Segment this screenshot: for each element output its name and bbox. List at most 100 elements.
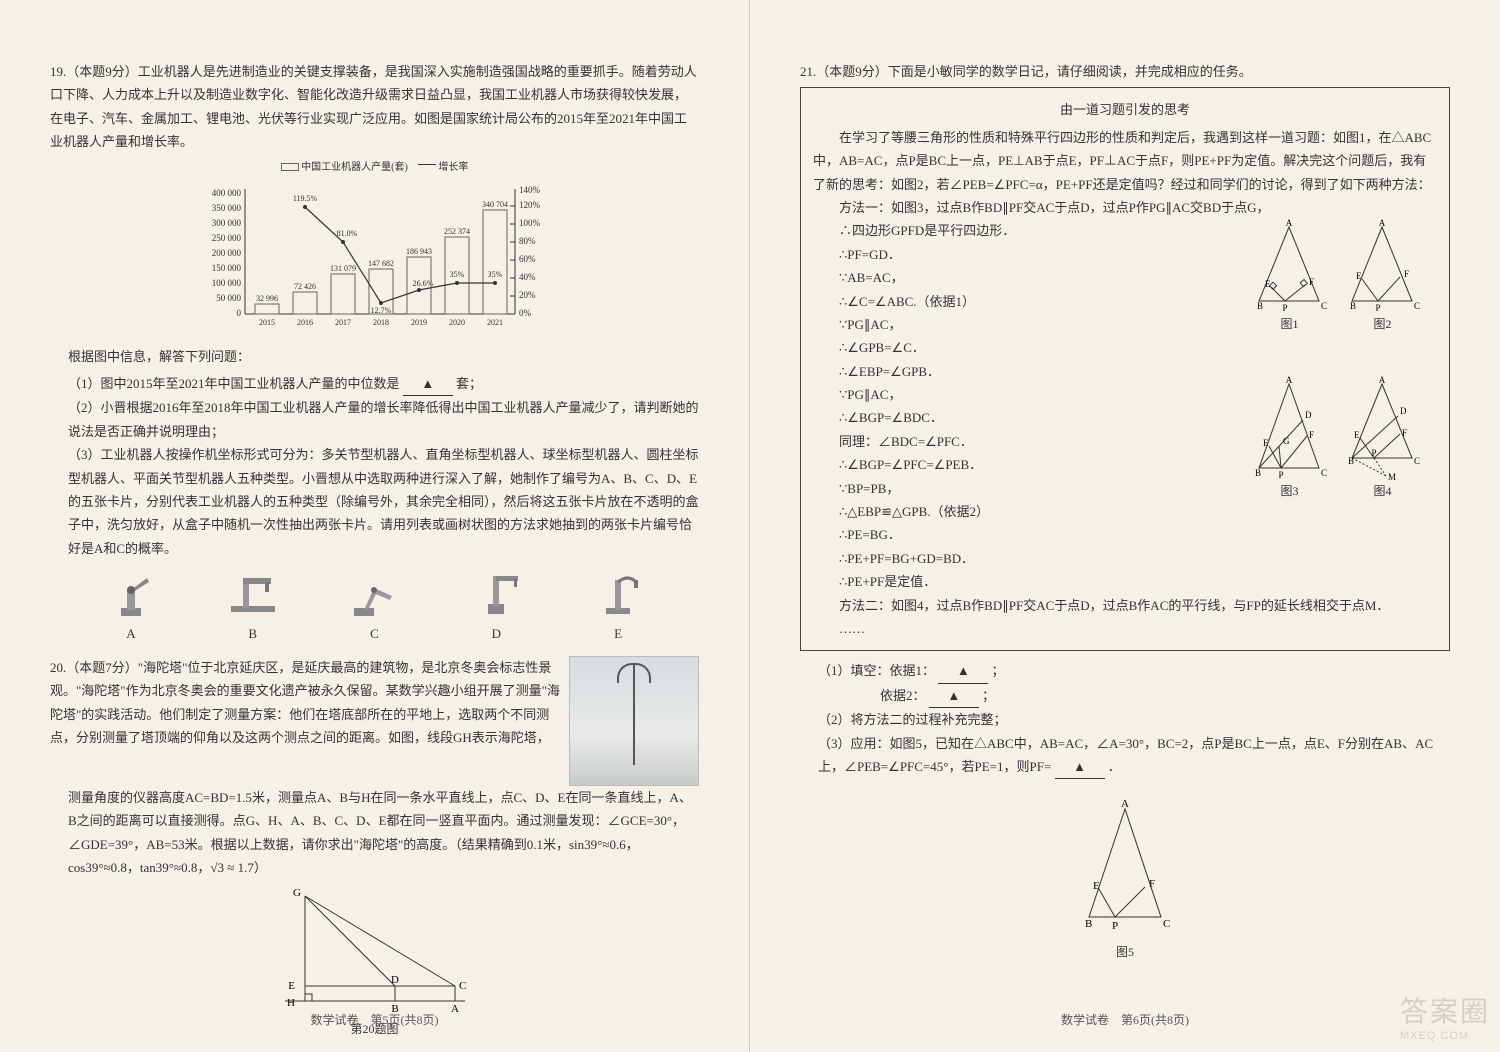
svg-text:2018: 2018 [373,318,389,327]
svg-text:120%: 120% [519,200,541,210]
method1-head: 方法一：如图3，过点B作BD∥PF交AC于点D，过点P作PG∥AC交BD于点G， [813,196,1437,219]
step-1: ∴PF=GD． [813,243,1241,266]
tower-photo [569,656,699,786]
step-0: ∴四边形GPFD是平行四边形． [813,219,1241,242]
q21-num: 21. [800,64,816,79]
svg-text:F: F [1309,430,1314,440]
svg-text:C: C [1321,301,1327,311]
svg-text:252 374: 252 374 [444,227,470,236]
svg-text:2019: 2019 [411,318,427,327]
svg-text:50 000: 50 000 [216,293,241,303]
box-figures: A E F B P C 图1 [1247,219,1437,593]
svg-text:G: G [293,887,301,899]
robot-b: B [192,568,314,648]
fig4-label: 图4 [1340,481,1425,503]
svg-text:340 704: 340 704 [482,200,508,209]
step-5: ∴∠GPB=∠C． [813,336,1241,359]
task3-row: （3）应用：如图5，已知在△ABC中，AB=AC，∠A=30°，BC=2，点P是… [818,732,1450,780]
svg-text:B: B [1255,468,1261,478]
method2: 方法二：如图4，过点B作BD∥PF交AC于点D，过点B作AC的平行线，与FP的延… [813,594,1437,617]
svg-text:B: B [1085,918,1092,930]
svg-text:E: E [1356,271,1362,281]
fig5-label: 图5 [800,943,1450,960]
svg-text:P: P [1278,470,1283,480]
svg-text:B: B [1348,456,1354,466]
svg-text:80%: 80% [519,236,536,246]
q19-sub3: （3）工业机器人按操作机坐标形式可分为：多关节型机器人、直角坐标型机器人、球坐标… [68,443,699,560]
svg-text:A: A [1286,376,1293,385]
task1a-row: （1）填空：依据1： ▲ ； [818,659,1450,683]
step-6: ∴∠EBP=∠GPB． [813,360,1241,383]
robot-d: D [435,568,557,648]
blank-basis2[interactable]: ▲ [929,684,979,708]
task1a-text: （1）填空：依据1： [818,663,935,678]
svg-text:E: E [288,980,295,992]
svg-text:P: P [1375,303,1380,313]
robot-e: E [557,568,679,648]
box-title: 由一道习题引发的思考 [813,98,1437,121]
diary-box: 由一道习题引发的思考 在学习了等腰三角形的性质和特殊平行四边形的性质和判定后，我… [800,87,1450,651]
legend-line-label: 增长率 [438,162,468,173]
svg-text:100%: 100% [519,218,541,228]
svg-text:P: P [1112,920,1118,932]
fig5-box: A E F B P C 图5 [800,799,1450,960]
svg-text:0: 0 [236,308,241,318]
fig3: A D E G F B P C 图3 [1247,376,1332,503]
svg-text:G: G [1283,436,1290,446]
page-5: 19.（本题9分）工业机器人是先进制造业的关键支撑装备，是我国深入实施制造强国战… [0,0,750,1052]
svg-text:P: P [1371,448,1376,458]
svg-text:E: E [1265,279,1271,289]
svg-text:A: A [1121,799,1129,810]
q19-sub2: （2）小晋根据2016年至2018年中国工业机器人产量的增长率降低得出中国工业机… [68,396,699,443]
svg-text:100 000: 100 000 [211,278,241,288]
svg-text:35%: 35% [487,270,502,279]
question-19: 19.（本题9分）工业机器人是先进制造业的关键支撑装备，是我国深入实施制造强国战… [50,60,699,648]
step-8: ∴∠BGP=∠BDC． [813,406,1241,429]
proof-steps: ∴四边形GPFD是平行四边形． ∴PF=GD． ∵AB=AC， ∴∠C=∠ABC… [813,219,1241,593]
svg-text:E: E [1263,438,1269,448]
step-7: ∵PG∥AC， [813,383,1241,406]
robot-d-label: D [435,626,557,642]
semicolon-2: ； [982,688,995,703]
svg-text:A: A [1379,376,1386,385]
svg-text:C: C [1163,918,1170,930]
q20-points: （本题7分） [66,660,138,675]
task1b-row: 依据2： ▲ ； [880,684,1450,708]
robot-row: A B C D E [70,568,679,648]
watermark-url: MXEQ.COM [1400,1030,1490,1042]
chart-svg: 0 50 000 100 000 150 000 200 000 250 000… [195,179,555,339]
svg-text:D: D [1305,410,1312,420]
robot-c: C [314,568,436,648]
svg-text:H: H [287,997,295,1009]
svg-text:E: E [1354,430,1360,440]
svg-text:C: C [459,980,466,992]
page-6: 21.（本题9分）下面是小敏同学的数学日记，请仔细阅读，并完成相应的任务。 由一… [750,0,1500,1052]
legend-bar-label: 中国工业机器人产量(套) [301,162,408,173]
svg-text:F: F [1309,277,1314,287]
q20-header: 20.（本题7分）"海陀塔"位于北京延庆区，是延庆最高的建筑物，是北京冬奥会标志… [50,656,561,750]
watermark-text: 答案圈 [1400,996,1490,1027]
q19-header: 19.（本题9分）工业机器人是先进制造业的关键支撑装备，是我国深入实施制造强国战… [50,60,699,154]
q19-sub1: （1）图中2015年至2021年中国工业机器人产量的中位数是 ▲ 套； [68,372,699,396]
q20-num: 20. [50,660,66,675]
svg-text:E: E [1093,880,1100,892]
blank-basis1[interactable]: ▲ [938,659,988,683]
watermark: 答案圈 MXEQ.COM [1400,990,1490,1042]
q19-num: 19. [50,64,66,79]
svg-text:P: P [1282,303,1287,313]
ellipsis: …… [813,617,1437,640]
q19-intro: 工业机器人是先进制造业的关键支撑装备，是我国深入实施制造强国战略的重要抓手。随着… [50,64,697,149]
fig3-label: 图3 [1247,481,1332,503]
step-12: ∴△EBP≌△GPB.（依据2） [813,500,1241,523]
fig4: A D E F B P C M 图4 [1340,376,1425,503]
semicolon-1: ； [992,663,1005,678]
q19-prompt: 根据图中信息，解答下列问题： [68,345,699,368]
svg-text:2020: 2020 [449,318,465,327]
svg-text:C: C [1321,468,1327,478]
svg-text:200 000: 200 000 [211,248,241,258]
svg-text:400 000: 400 000 [211,188,241,198]
svg-text:20%: 20% [519,290,536,300]
blank-1[interactable]: ▲ [403,372,453,396]
blank-pf[interactable]: ▲ [1055,755,1105,779]
q21-header: 21.（本题9分）下面是小敏同学的数学日记，请仔细阅读，并完成相应的任务。 [800,60,1450,83]
